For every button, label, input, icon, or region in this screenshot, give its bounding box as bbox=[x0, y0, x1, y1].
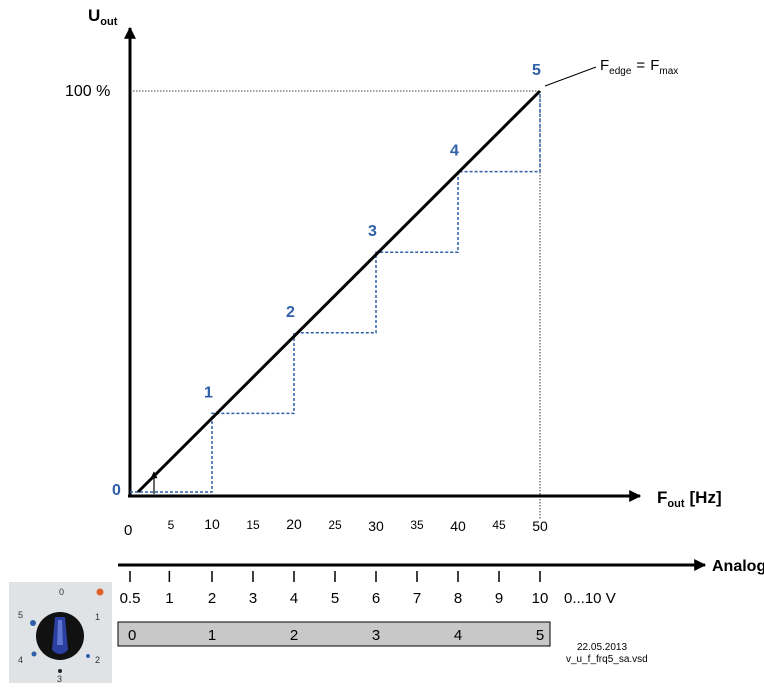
x-tick-label-45: 45 bbox=[492, 518, 506, 532]
step-staircase bbox=[130, 91, 541, 493]
step-label-3: 3 bbox=[368, 223, 377, 240]
selector-value-4: 4 bbox=[454, 627, 462, 644]
analog-tick-label-9: 9 bbox=[495, 590, 503, 607]
knob-label-3: 3 bbox=[57, 674, 62, 684]
knob-dot-blue-bottom-right bbox=[86, 654, 90, 658]
vf-line bbox=[136, 89, 542, 494]
knob-label-2: 2 bbox=[95, 655, 100, 665]
f-edge-annotation: Fedge = Fmax bbox=[600, 57, 678, 77]
x-tick-label-35: 35 bbox=[410, 518, 424, 532]
x-tick-label-30: 30 bbox=[368, 518, 384, 534]
knob-label-5: 5 bbox=[18, 610, 23, 620]
step-labels: 0 1 2 3 4 5 bbox=[112, 62, 541, 499]
y-axis-label: Uout bbox=[88, 6, 118, 28]
selector-bar bbox=[117, 621, 551, 647]
step-label-1: 1 bbox=[204, 384, 213, 401]
knob-dot-bottom bbox=[58, 669, 62, 673]
knob-label-4: 4 bbox=[18, 655, 23, 665]
knob-dot-blue-bottom-left bbox=[31, 651, 37, 657]
analog-tick-label-8: 8 bbox=[454, 590, 462, 607]
selector-value-1: 1 bbox=[208, 627, 216, 644]
x-tick-label-25: 25 bbox=[328, 518, 342, 532]
analog-axis-ticks: 0.5 1 2 3 4 5 6 7 8 9 10 bbox=[120, 571, 549, 607]
analog-tick-label-5: 5 bbox=[331, 590, 339, 607]
x-axis-zero-label: 0 bbox=[124, 522, 132, 539]
rotary-selector-knob: 0 1 2 3 4 5 bbox=[9, 582, 112, 684]
knob-label-1: 1 bbox=[95, 612, 100, 622]
y-axis-top-label: 100 % bbox=[65, 83, 110, 100]
analog-tick-label-1: 1 bbox=[165, 590, 173, 607]
knob-dot-orange bbox=[96, 588, 104, 596]
selector-bar-values: 0 1 2 3 4 5 bbox=[128, 627, 544, 644]
analog-tick-label-7: 7 bbox=[413, 590, 421, 607]
knob-label-0: 0 bbox=[59, 587, 64, 597]
knob-pointer-highlight bbox=[57, 620, 63, 645]
x-tick-label-20: 20 bbox=[286, 516, 302, 532]
analog-tick-label-6: 6 bbox=[372, 590, 380, 607]
step-label-5: 5 bbox=[532, 62, 541, 79]
x-tick-label-15: 15 bbox=[246, 518, 260, 532]
step-label-2: 2 bbox=[286, 304, 295, 321]
x-tick-label-5: 5 bbox=[168, 518, 175, 532]
selector-value-5: 5 bbox=[536, 627, 544, 644]
analog-tick-label-2: 2 bbox=[208, 590, 216, 607]
x-tick-label-10: 10 bbox=[204, 516, 220, 532]
analog-tick-label-3: 3 bbox=[249, 590, 257, 607]
x-tick-label-50: 50 bbox=[532, 518, 548, 534]
analog-tick-label-4: 4 bbox=[290, 590, 298, 607]
x-axis-ticks: 5 10 15 20 25 30 35 40 45 50 bbox=[168, 516, 548, 534]
analog-tick-label-10: 10 bbox=[532, 590, 549, 607]
step-label-4: 4 bbox=[450, 143, 459, 160]
selector-value-3: 3 bbox=[372, 627, 380, 644]
x-tick-label-40: 40 bbox=[450, 518, 466, 534]
footer-date: 22.05.2013 bbox=[577, 642, 627, 653]
analog-tick-label-0.5: 0.5 bbox=[120, 590, 141, 607]
selector-value-2: 2 bbox=[290, 627, 298, 644]
analog-range-label: 0...10 V bbox=[564, 590, 616, 607]
knob-dot-blue-left bbox=[30, 620, 36, 626]
step-label-0: 0 bbox=[112, 482, 121, 499]
x-axis-label: Fout [Hz] bbox=[657, 488, 722, 510]
selector-value-0: 0 bbox=[128, 627, 136, 644]
analog-axis-label: Analog In 1 bbox=[712, 558, 764, 575]
footer-filename: v_u_f_frq5_sa.vsd bbox=[566, 654, 648, 665]
f-edge-leader-line bbox=[544, 66, 597, 87]
